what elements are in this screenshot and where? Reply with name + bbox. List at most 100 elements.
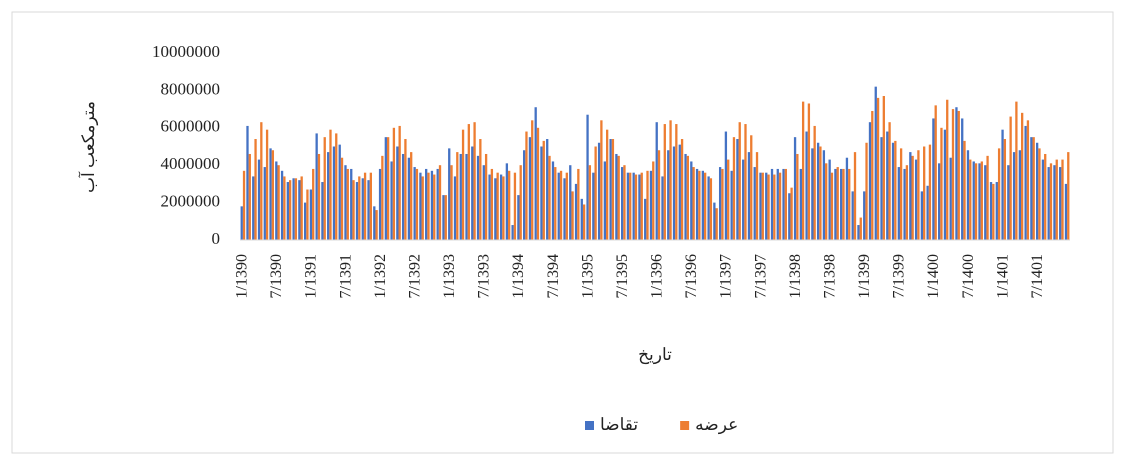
bar bbox=[312, 168, 315, 240]
bar bbox=[1047, 167, 1050, 240]
bar bbox=[830, 172, 834, 240]
bar bbox=[1030, 137, 1033, 240]
bar bbox=[438, 165, 442, 240]
bar bbox=[730, 170, 733, 240]
bar bbox=[675, 124, 678, 240]
bar bbox=[868, 122, 872, 240]
bar bbox=[684, 153, 687, 240]
bar bbox=[275, 161, 278, 240]
bar bbox=[1007, 165, 1010, 240]
bar bbox=[747, 152, 751, 240]
x-tick-label: 7/1393 bbox=[476, 254, 493, 298]
bar bbox=[448, 148, 451, 240]
bar bbox=[644, 198, 647, 240]
bar bbox=[932, 118, 935, 240]
x-tick-label: 1/1398 bbox=[787, 254, 804, 298]
bar bbox=[1024, 125, 1027, 240]
bar bbox=[569, 165, 572, 240]
bar bbox=[911, 155, 914, 240]
x-tick-label: 7/1400 bbox=[960, 254, 977, 298]
bar bbox=[825, 163, 828, 240]
x-tick-label: 7/1397 bbox=[752, 254, 769, 298]
y-axis-label: مترمکعب آب bbox=[77, 101, 99, 193]
bar bbox=[433, 174, 436, 240]
bar bbox=[813, 125, 816, 240]
bar bbox=[586, 114, 589, 240]
bar bbox=[928, 144, 932, 240]
x-tick-label: 1/1394 bbox=[510, 254, 527, 298]
bar bbox=[375, 210, 378, 240]
bar bbox=[857, 225, 860, 240]
bar bbox=[427, 172, 430, 240]
bar bbox=[523, 150, 526, 240]
bar bbox=[488, 174, 491, 240]
legend-label: تقاضا bbox=[600, 415, 638, 434]
bar bbox=[263, 167, 266, 240]
bar bbox=[384, 137, 387, 240]
bar bbox=[396, 146, 399, 240]
bar bbox=[703, 172, 707, 240]
x-tick-label: 7/1398 bbox=[821, 254, 838, 298]
bar bbox=[761, 172, 764, 240]
bar bbox=[655, 122, 658, 240]
bar bbox=[280, 170, 284, 240]
bar bbox=[352, 180, 355, 240]
bar bbox=[667, 150, 670, 240]
bar bbox=[819, 146, 822, 240]
bar bbox=[528, 137, 532, 240]
bar bbox=[686, 155, 690, 240]
bar bbox=[361, 178, 364, 240]
bar bbox=[859, 217, 862, 240]
bar bbox=[260, 122, 263, 240]
x-tick-label: 1/1397 bbox=[718, 254, 735, 298]
bar bbox=[894, 140, 897, 240]
bar bbox=[738, 122, 741, 240]
bar bbox=[799, 168, 802, 240]
bar bbox=[606, 129, 609, 240]
bar bbox=[582, 204, 586, 240]
bar bbox=[459, 153, 462, 240]
bar bbox=[863, 191, 866, 240]
bar bbox=[984, 165, 987, 240]
bar bbox=[914, 159, 918, 240]
bar bbox=[891, 142, 895, 240]
x-tick-label: 1/1395 bbox=[579, 254, 596, 298]
bar bbox=[903, 168, 906, 240]
bar bbox=[390, 161, 393, 240]
bar bbox=[265, 129, 269, 240]
bar bbox=[972, 161, 975, 240]
x-tick-label: 1/1396 bbox=[649, 254, 666, 298]
bar bbox=[698, 170, 701, 240]
bar bbox=[269, 148, 272, 240]
bar bbox=[508, 170, 511, 240]
bar bbox=[657, 150, 661, 240]
bar bbox=[1001, 129, 1004, 240]
bar bbox=[453, 176, 457, 240]
bar bbox=[940, 127, 943, 240]
bar bbox=[315, 133, 318, 240]
legend-swatch bbox=[585, 421, 594, 430]
bar bbox=[490, 168, 494, 240]
bar bbox=[736, 139, 739, 240]
bar bbox=[609, 139, 612, 240]
x-tick-label: 7/1399 bbox=[891, 254, 908, 298]
bar bbox=[755, 152, 759, 240]
bar bbox=[744, 124, 747, 240]
x-tick-label: 1/1400 bbox=[925, 254, 942, 298]
bar bbox=[1061, 159, 1064, 240]
bar bbox=[363, 172, 367, 240]
x-tick-label: 1/1392 bbox=[372, 254, 389, 298]
bar bbox=[732, 137, 736, 240]
bar bbox=[692, 167, 695, 240]
bar bbox=[966, 150, 970, 240]
bar bbox=[767, 174, 770, 240]
bar bbox=[381, 155, 384, 240]
bar bbox=[340, 157, 344, 240]
x-tick-label: 7/1396 bbox=[683, 254, 700, 298]
bar bbox=[816, 142, 820, 240]
bar bbox=[1035, 142, 1039, 240]
bar bbox=[955, 107, 958, 240]
bar bbox=[905, 165, 909, 240]
bar bbox=[467, 124, 470, 240]
